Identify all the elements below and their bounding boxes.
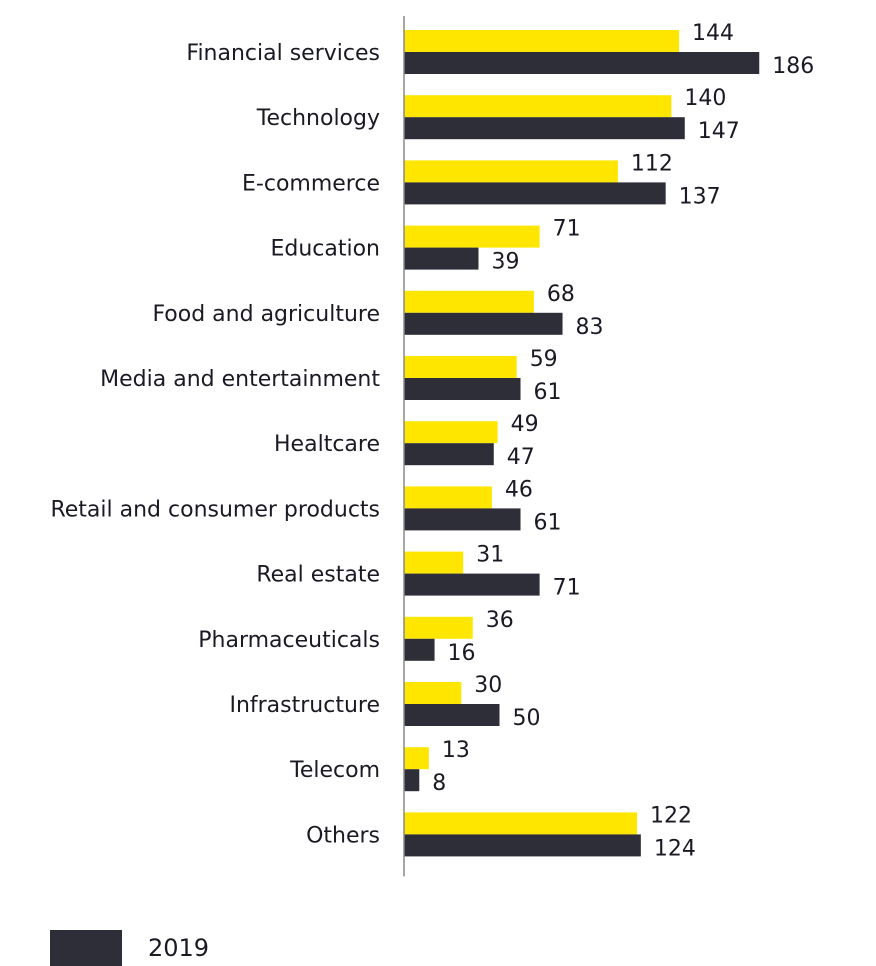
value-label-pharmaceuticals-series-0: 36 — [486, 608, 514, 633]
value-label-telecom-series-1: 8 — [432, 771, 446, 796]
category-label-education: Education — [270, 237, 380, 262]
value-label-infrastructure-series-0: 30 — [474, 673, 502, 698]
value-label-infrastructure-series-1: 50 — [513, 706, 541, 731]
value-label-technology-series-1: 147 — [698, 119, 740, 144]
bar-healtcare-series-0 — [404, 421, 498, 444]
bar-others-series-0 — [404, 812, 638, 835]
value-label-real-estate-series-1: 71 — [553, 576, 581, 601]
value-label-healtcare-series-0: 49 — [511, 412, 539, 437]
legend: 2019 — [50, 930, 209, 966]
category-label-others: Others — [306, 823, 380, 848]
value-label-media-and-entertainment-series-1: 61 — [534, 380, 562, 405]
value-labels: 1441861401471121377139688359614947466131… — [432, 21, 814, 861]
value-label-retail-and-consumer-products-series-0: 46 — [505, 477, 533, 502]
bar-retail-and-consumer-products-series-1 — [404, 508, 521, 531]
value-label-pharmaceuticals-series-1: 16 — [448, 641, 476, 666]
bar-media-and-entertainment-series-1 — [404, 378, 521, 400]
value-label-real-estate-series-0: 31 — [476, 543, 504, 568]
category-label-real-estate: Real estate — [256, 563, 380, 588]
value-label-financial-services-series-0: 144 — [692, 21, 734, 46]
bar-media-and-entertainment-series-0 — [404, 356, 517, 378]
value-label-others-series-0: 122 — [650, 803, 692, 828]
category-label-healtcare: Healtcare — [274, 432, 380, 457]
value-label-telecom-series-0: 13 — [442, 738, 470, 763]
value-label-e-commerce-series-1: 137 — [679, 184, 721, 209]
bar-food-and-agriculture-series-1 — [404, 312, 563, 335]
bar-telecom-series-0 — [404, 747, 429, 770]
bar-retail-and-consumer-products-series-0 — [404, 486, 492, 509]
bar-financial-services-series-1 — [404, 52, 760, 74]
value-label-others-series-1: 124 — [654, 836, 696, 861]
value-label-education-series-1: 39 — [491, 250, 519, 275]
bar-pharmaceuticals-series-1 — [404, 638, 435, 661]
bars — [404, 30, 760, 857]
bar-pharmaceuticals-series-0 — [404, 616, 473, 639]
bar-education-series-0 — [404, 225, 540, 248]
bar-e-commerce-series-0 — [404, 160, 618, 183]
category-label-e-commerce: E-commerce — [242, 171, 380, 196]
category-label-technology: Technology — [256, 106, 380, 131]
bar-technology-series-1 — [404, 117, 685, 140]
legend-swatch-2019 — [50, 930, 122, 966]
value-label-e-commerce-series-0: 112 — [631, 151, 673, 176]
category-label-media-and-entertainment: Media and entertainment — [100, 367, 380, 392]
bar-infrastructure-series-0 — [404, 682, 462, 704]
value-label-healtcare-series-1: 47 — [507, 445, 535, 470]
bar-real-estate-series-1 — [404, 573, 540, 596]
legend-label-2019: 2019 — [148, 934, 210, 962]
bar-infrastructure-series-1 — [404, 704, 500, 726]
value-label-education-series-0: 71 — [553, 217, 581, 242]
bar-technology-series-0 — [404, 95, 672, 118]
category-label-telecom: Telecom — [289, 758, 380, 783]
category-label-infrastructure: Infrastructure — [229, 693, 380, 718]
bar-food-and-agriculture-series-0 — [404, 290, 534, 313]
category-label-retail-and-consumer-products: Retail and consumer products — [50, 497, 380, 522]
bar-healtcare-series-1 — [404, 443, 494, 466]
bar-financial-services-series-0 — [404, 30, 680, 52]
value-label-media-and-entertainment-series-0: 59 — [530, 347, 558, 372]
value-label-food-and-agriculture-series-0: 68 — [547, 282, 575, 307]
bar-chart: Financial services Technology E-commerce Ed… — [50, 16, 814, 877]
bar-real-estate-series-0 — [404, 551, 464, 574]
bar-e-commerce-series-1 — [404, 182, 666, 205]
category-label-pharmaceuticals: Pharmaceuticals — [198, 628, 380, 653]
value-label-food-and-agriculture-series-1: 83 — [576, 315, 604, 340]
category-label-food-and-agriculture: Food and agriculture — [152, 302, 380, 327]
bar-others-series-1 — [404, 834, 641, 857]
value-label-financial-services-series-1: 186 — [772, 54, 814, 79]
value-label-retail-and-consumer-products-series-1: 61 — [534, 510, 562, 535]
category-labels: Financial services Technology E-commerce Ed… — [50, 41, 380, 848]
category-label-financial-services: Financial services — [186, 41, 380, 66]
bar-telecom-series-1 — [404, 769, 420, 792]
bar-education-series-1 — [404, 247, 479, 270]
value-label-technology-series-0: 140 — [684, 86, 726, 111]
